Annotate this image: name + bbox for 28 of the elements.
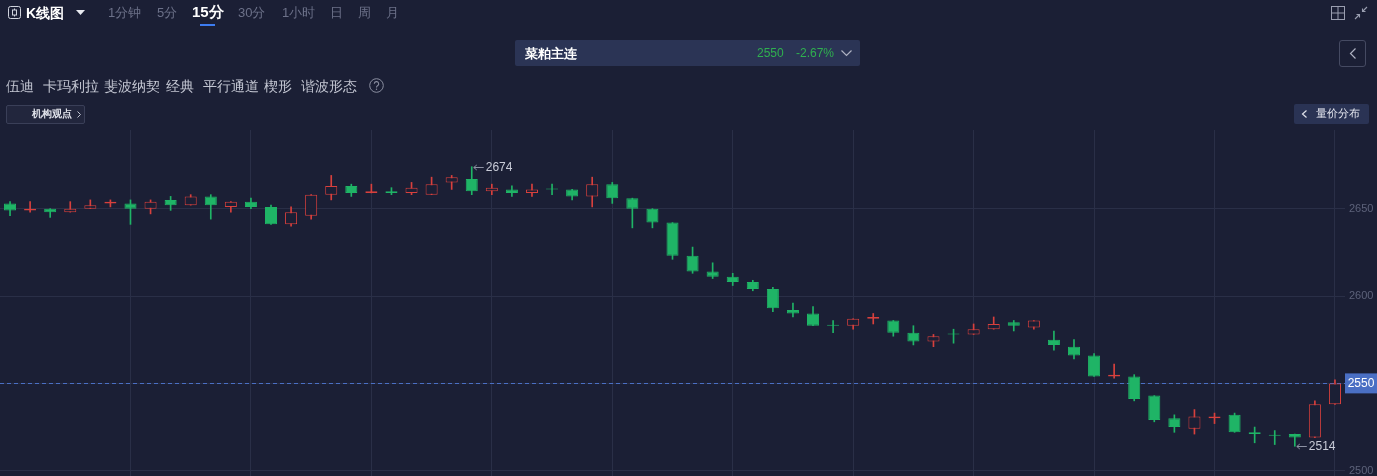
text: 斐波纳契: [104, 78, 160, 94]
text: 日: [330, 5, 343, 20]
text: 谐波形态: [301, 78, 357, 94]
text: 30分: [238, 5, 266, 20]
text: 1分钟: [108, 5, 142, 20]
chart-title: 菜粕主连: [525, 46, 577, 61]
text: 楔形: [264, 78, 292, 94]
text: 15分: [192, 3, 224, 20]
text: K线图: [26, 5, 65, 21]
text: 机构观点: [32, 108, 72, 119]
text: 卡玛利拉: [43, 78, 99, 94]
text: 5分: [157, 5, 178, 20]
text: -2.67%: [796, 46, 835, 60]
text: 月: [386, 5, 399, 20]
candlestick: [1047, 330, 1060, 351]
text: 平行通道: [203, 78, 259, 94]
annotation: 2514: [1308, 438, 1336, 453]
text: 周: [358, 5, 371, 20]
text: 2550: [757, 46, 784, 60]
ref-line-label: 2550: [1347, 376, 1375, 391]
text: 经典: [166, 78, 194, 94]
text: 1小时: [282, 5, 316, 20]
text: 量价分布: [1316, 107, 1360, 119]
y-tick-label: 2650: [1349, 201, 1374, 214]
y-tick-label: 2600: [1349, 289, 1374, 302]
text: 伍迪: [6, 78, 34, 94]
annotation: 2674: [485, 159, 513, 174]
y-tick-label: 2500: [1349, 463, 1374, 476]
